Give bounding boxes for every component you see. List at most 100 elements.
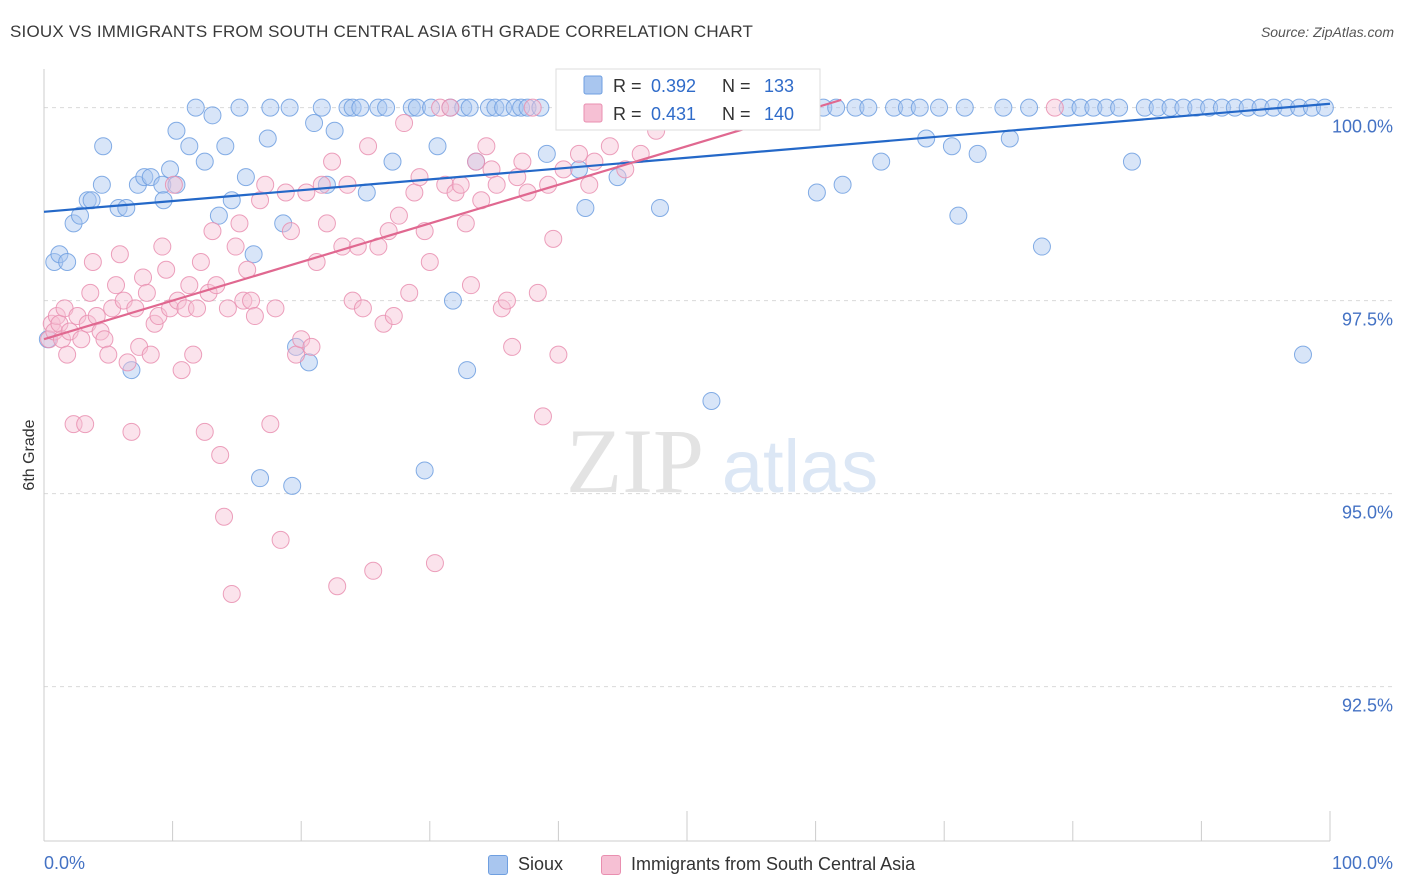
data-point — [50, 245, 69, 264]
legend-bottom-swatch-sioux — [488, 854, 508, 875]
legend-r-label-immigrants: R = — [613, 104, 642, 124]
watermark: ZIP atlas — [566, 410, 878, 512]
legend-swatch-sioux — [583, 75, 603, 95]
legend-n-label-immigrants: N = — [722, 104, 751, 124]
data-point — [184, 345, 203, 364]
y-axis-label: 6th Grade — [21, 419, 38, 490]
data-point — [410, 168, 429, 187]
series-1-points — [40, 98, 1064, 603]
data-point — [261, 98, 280, 117]
data-point — [302, 337, 321, 356]
data-point — [503, 337, 522, 356]
data-point — [407, 98, 426, 117]
data-point — [135, 168, 154, 187]
data-point — [161, 299, 180, 318]
data-point — [180, 137, 199, 156]
data-point — [209, 206, 228, 225]
data-point — [226, 237, 245, 256]
data-point — [486, 98, 505, 117]
data-point — [107, 276, 126, 295]
data-point — [1097, 98, 1116, 117]
data-point — [431, 98, 450, 117]
data-point — [1020, 98, 1039, 117]
data-point — [92, 175, 111, 194]
data-point — [191, 253, 210, 271]
data-point — [122, 422, 141, 441]
data-point — [1187, 98, 1206, 117]
data-point — [505, 98, 524, 117]
data-point — [400, 283, 419, 302]
data-point — [76, 415, 95, 434]
data-point — [1122, 152, 1141, 171]
data-point — [456, 214, 475, 233]
data-point — [230, 98, 249, 117]
data-point — [428, 137, 447, 156]
data-point — [702, 391, 721, 410]
data-point — [1045, 98, 1064, 117]
data-point — [523, 98, 542, 117]
legend-n-value-sioux: 133 — [764, 76, 794, 96]
data-point — [1148, 98, 1167, 117]
data-point — [420, 253, 439, 271]
data-point — [64, 214, 83, 233]
data-point — [846, 98, 865, 117]
data-point — [312, 98, 331, 117]
data-point — [216, 137, 235, 156]
data-point — [544, 229, 563, 248]
x-tick-label-left: 0.0% — [44, 853, 85, 873]
data-point — [222, 191, 241, 210]
data-point — [650, 198, 669, 217]
data-point — [222, 584, 241, 603]
data-point — [234, 291, 253, 310]
data-point — [317, 214, 336, 233]
data-point — [266, 299, 285, 318]
data-point — [195, 152, 214, 171]
legend-bottom-swatch-immigrants — [601, 854, 621, 875]
data-point — [454, 98, 473, 117]
data-point — [533, 407, 552, 426]
data-point — [1200, 98, 1219, 117]
data-point — [994, 98, 1013, 117]
data-point — [1251, 98, 1270, 117]
data-point — [885, 98, 904, 117]
data-point — [1032, 237, 1051, 256]
data-point — [256, 175, 275, 194]
data-point — [518, 98, 537, 117]
data-point — [585, 152, 604, 171]
data-point — [807, 183, 826, 202]
data-point — [153, 237, 172, 256]
data-point — [1058, 98, 1077, 117]
data-point — [549, 345, 568, 364]
legend-item-sioux: Sioux — [488, 854, 563, 875]
data-point — [389, 206, 408, 225]
data-point — [328, 577, 347, 596]
data-point — [188, 299, 207, 318]
data-point — [600, 137, 619, 156]
data-point — [137, 283, 156, 302]
data-point — [608, 168, 627, 187]
y-tick-label: 92.5% — [1342, 696, 1393, 716]
data-point — [71, 206, 90, 225]
data-point — [180, 276, 199, 295]
chart-title: SIOUX VS IMMIGRANTS FROM SOUTH CENTRAL A… — [10, 22, 754, 41]
data-point — [1110, 98, 1129, 117]
data-point — [251, 469, 270, 488]
data-point — [117, 198, 136, 217]
data-point — [58, 345, 77, 364]
data-point — [110, 245, 129, 264]
data-point — [281, 222, 300, 241]
data-point — [458, 361, 477, 380]
data-point — [271, 530, 290, 549]
data-point — [141, 345, 160, 364]
data-point — [897, 98, 916, 117]
data-point — [930, 98, 949, 117]
data-point — [402, 98, 421, 117]
trend-line-series-0 — [43, 102, 1331, 213]
axes — [43, 69, 1331, 842]
data-point — [274, 214, 293, 233]
trend-lines — [43, 98, 1331, 341]
data-point — [218, 299, 237, 318]
data-point — [287, 345, 306, 364]
data-point — [955, 98, 974, 117]
data-point — [513, 152, 532, 171]
